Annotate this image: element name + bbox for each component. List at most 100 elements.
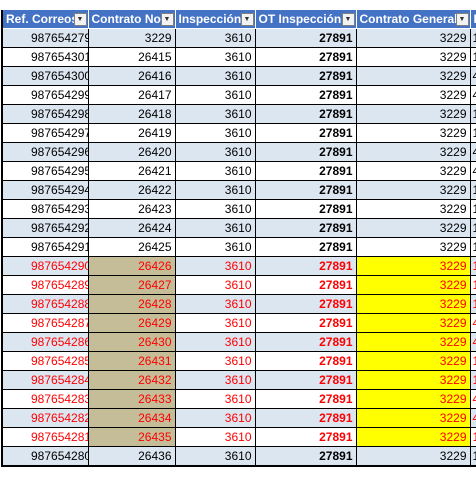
- cell-ref-correos[interactable]: 987654287: [2, 313, 89, 333]
- cell-contrato-general[interactable]: 3229: [356, 332, 471, 352]
- cell-inspeccion[interactable]: 3610: [175, 294, 256, 314]
- cell-e[interactable]: 4: [470, 85, 476, 105]
- cell-contrato-noti[interactable]: 26426: [88, 256, 176, 276]
- cell-ref-correos[interactable]: 987654297: [2, 123, 89, 143]
- cell-e[interactable]: 1: [470, 256, 476, 276]
- cell-contrato-noti[interactable]: 26433: [88, 389, 176, 409]
- cell-inspeccion[interactable]: 3610: [175, 66, 256, 86]
- cell-ot-inspeccion[interactable]: 27891: [255, 332, 357, 352]
- cell-contrato-general[interactable]: 3229: [356, 408, 471, 428]
- cell-e[interactable]: 4: [470, 313, 476, 333]
- cell-contrato-noti[interactable]: 26421: [88, 161, 176, 181]
- cell-e[interactable]: 1: [470, 104, 476, 124]
- cell-contrato-noti[interactable]: 26416: [88, 66, 176, 86]
- cell-inspeccion[interactable]: 3610: [175, 123, 256, 143]
- cell-e[interactable]: 1: [470, 28, 476, 48]
- cell-contrato-general[interactable]: 3229: [356, 370, 471, 390]
- cell-ot-inspeccion[interactable]: 27891: [255, 427, 357, 447]
- cell-ref-correos[interactable]: 987654290: [2, 256, 89, 276]
- cell-contrato-general[interactable]: 3229: [356, 161, 471, 181]
- cell-contrato-noti[interactable]: 26432: [88, 370, 176, 390]
- cell-ref-correos[interactable]: 987654289: [2, 275, 89, 295]
- cell-e[interactable]: 4: [470, 142, 476, 162]
- cell-inspeccion[interactable]: 3610: [175, 180, 256, 200]
- cell-ot-inspeccion[interactable]: 27891: [255, 275, 357, 295]
- cell-ref-correos[interactable]: 987654280: [2, 446, 89, 467]
- cell-inspeccion[interactable]: 3610: [175, 275, 256, 295]
- cell-e[interactable]: 1: [470, 275, 476, 295]
- cell-contrato-noti[interactable]: 26431: [88, 351, 176, 371]
- cell-e[interactable]: 1: [470, 199, 476, 219]
- cell-ref-correos[interactable]: 987654294: [2, 180, 89, 200]
- cell-ref-correos[interactable]: 987654285: [2, 351, 89, 371]
- cell-e[interactable]: 1: [470, 351, 476, 371]
- cell-e[interactable]: 1: [470, 427, 476, 447]
- cell-e[interactable]: 1: [470, 218, 476, 238]
- cell-e[interactable]: 4: [470, 408, 476, 428]
- cell-contrato-general[interactable]: 3229: [356, 275, 471, 295]
- cell-ref-correos[interactable]: 987654284: [2, 370, 89, 390]
- cell-contrato-noti[interactable]: 26422: [88, 180, 176, 200]
- cell-ref-correos[interactable]: 987654286: [2, 332, 89, 352]
- cell-inspeccion[interactable]: 3610: [175, 332, 256, 352]
- cell-inspeccion[interactable]: 3610: [175, 256, 256, 276]
- cell-ot-inspeccion[interactable]: 27891: [255, 199, 357, 219]
- cell-contrato-noti[interactable]: 26417: [88, 85, 176, 105]
- cell-ref-correos[interactable]: 987654299: [2, 85, 89, 105]
- cell-contrato-noti[interactable]: 26430: [88, 332, 176, 352]
- cell-ot-inspeccion[interactable]: 27891: [255, 351, 357, 371]
- cell-ot-inspeccion[interactable]: 27891: [255, 180, 357, 200]
- header-ot-inspeccion[interactable]: OT Inspección ▼: [255, 10, 357, 29]
- cell-ot-inspeccion[interactable]: 27891: [255, 47, 357, 67]
- cell-contrato-general[interactable]: 3229: [356, 28, 471, 48]
- cell-ot-inspeccion[interactable]: 27891: [255, 237, 357, 257]
- cell-contrato-noti[interactable]: 26425: [88, 237, 176, 257]
- cell-contrato-general[interactable]: 3229: [356, 47, 471, 67]
- cell-inspeccion[interactable]: 3610: [175, 427, 256, 447]
- cell-e[interactable]: 4: [470, 66, 476, 86]
- cell-e[interactable]: 1: [470, 370, 476, 390]
- cell-e[interactable]: 1: [470, 47, 476, 67]
- cell-inspeccion[interactable]: 3610: [175, 142, 256, 162]
- cell-e[interactable]: 4: [470, 161, 476, 181]
- cell-contrato-noti[interactable]: 26415: [88, 47, 176, 67]
- cell-contrato-general[interactable]: 3229: [356, 427, 471, 447]
- cell-contrato-general[interactable]: 3229: [356, 313, 471, 333]
- cell-ref-correos[interactable]: 987654288: [2, 294, 89, 314]
- cell-contrato-general[interactable]: 3229: [356, 123, 471, 143]
- cell-ref-correos[interactable]: 987654293: [2, 199, 89, 219]
- cell-ref-correos[interactable]: 987654295: [2, 161, 89, 181]
- cell-contrato-noti[interactable]: 26436: [88, 446, 176, 467]
- dropdown-arrow-icon[interactable]: ▼: [160, 13, 174, 26]
- header-ref-correos[interactable]: Ref. Correos ▼: [2, 10, 89, 29]
- cell-ref-correos[interactable]: 987654283: [2, 389, 89, 409]
- cell-contrato-noti[interactable]: 26434: [88, 408, 176, 428]
- cell-ot-inspeccion[interactable]: 27891: [255, 446, 357, 467]
- cell-inspeccion[interactable]: 3610: [175, 389, 256, 409]
- cell-ref-correos[interactable]: 987654291: [2, 237, 89, 257]
- cell-inspeccion[interactable]: 3610: [175, 313, 256, 333]
- cell-ot-inspeccion[interactable]: 27891: [255, 123, 357, 143]
- cell-ref-correos[interactable]: 987654301: [2, 47, 89, 67]
- header-contrato-general[interactable]: Contrato General ▼: [356, 10, 471, 29]
- cell-inspeccion[interactable]: 3610: [175, 85, 256, 105]
- cell-ot-inspeccion[interactable]: 27891: [255, 218, 357, 238]
- cell-ot-inspeccion[interactable]: 27891: [255, 104, 357, 124]
- cell-contrato-general[interactable]: 3229: [356, 389, 471, 409]
- cell-e[interactable]: 1: [470, 446, 476, 467]
- cell-contrato-general[interactable]: 3229: [356, 104, 471, 124]
- cell-ot-inspeccion[interactable]: 27891: [255, 370, 357, 390]
- cell-contrato-general[interactable]: 3229: [356, 66, 471, 86]
- cell-inspeccion[interactable]: 3610: [175, 28, 256, 48]
- cell-inspeccion[interactable]: 3610: [175, 237, 256, 257]
- cell-inspeccion[interactable]: 3610: [175, 161, 256, 181]
- cell-contrato-noti[interactable]: 26427: [88, 275, 176, 295]
- header-contrato-noti[interactable]: Contrato Noti ▼: [88, 10, 176, 29]
- cell-contrato-noti[interactable]: 26428: [88, 294, 176, 314]
- cell-contrato-general[interactable]: 3229: [356, 256, 471, 276]
- cell-e[interactable]: 1: [470, 123, 476, 143]
- cell-contrato-noti[interactable]: 26418: [88, 104, 176, 124]
- cell-ot-inspeccion[interactable]: 27891: [255, 66, 357, 86]
- cell-contrato-noti[interactable]: 26423: [88, 199, 176, 219]
- cell-inspeccion[interactable]: 3610: [175, 351, 256, 371]
